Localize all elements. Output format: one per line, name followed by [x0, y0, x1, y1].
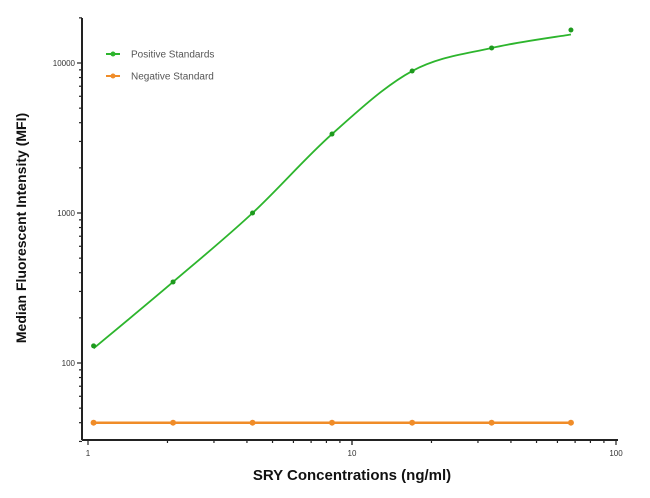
positive-standards-point: [170, 279, 176, 285]
y-axis-label: Median Fluorescent Intensity (MFI): [13, 113, 29, 343]
negative-standard-point: [409, 419, 416, 426]
y-tick-label: 1000: [57, 209, 75, 218]
legend-label: Negative Standard: [131, 72, 214, 83]
negative-standard-point: [90, 419, 97, 426]
negative-standard-point: [170, 419, 177, 426]
positive-standards-point: [91, 343, 97, 349]
legend: Positive Standards Negative Standard: [106, 50, 214, 83]
positive-standards-point: [489, 45, 495, 51]
positive-standards-point: [568, 27, 574, 33]
positive-standards-point: [329, 131, 335, 137]
negative-standard-point: [329, 419, 336, 426]
y-tick-label: 10000: [53, 59, 76, 68]
negative-standard-point: [249, 419, 256, 426]
x-axis-label: SRY Concentrations (ng/ml): [253, 467, 451, 484]
x-tick-label: 100: [609, 449, 623, 458]
negative-standard-point: [567, 419, 574, 426]
positive-standards-point: [409, 68, 415, 74]
legend-swatch-marker: [110, 51, 116, 57]
negative-standard-point: [488, 419, 495, 426]
x-tick-label: 10: [348, 449, 357, 458]
series-layer: [90, 27, 574, 426]
legend-label: Positive Standards: [131, 50, 214, 61]
positive-standards-point: [250, 210, 256, 216]
y-tick-label: 100: [62, 359, 76, 368]
x-tick-label: 1: [86, 449, 91, 458]
legend-swatch-marker: [110, 73, 116, 79]
axes: 100 1000 10000 1 10 100: [53, 17, 623, 458]
